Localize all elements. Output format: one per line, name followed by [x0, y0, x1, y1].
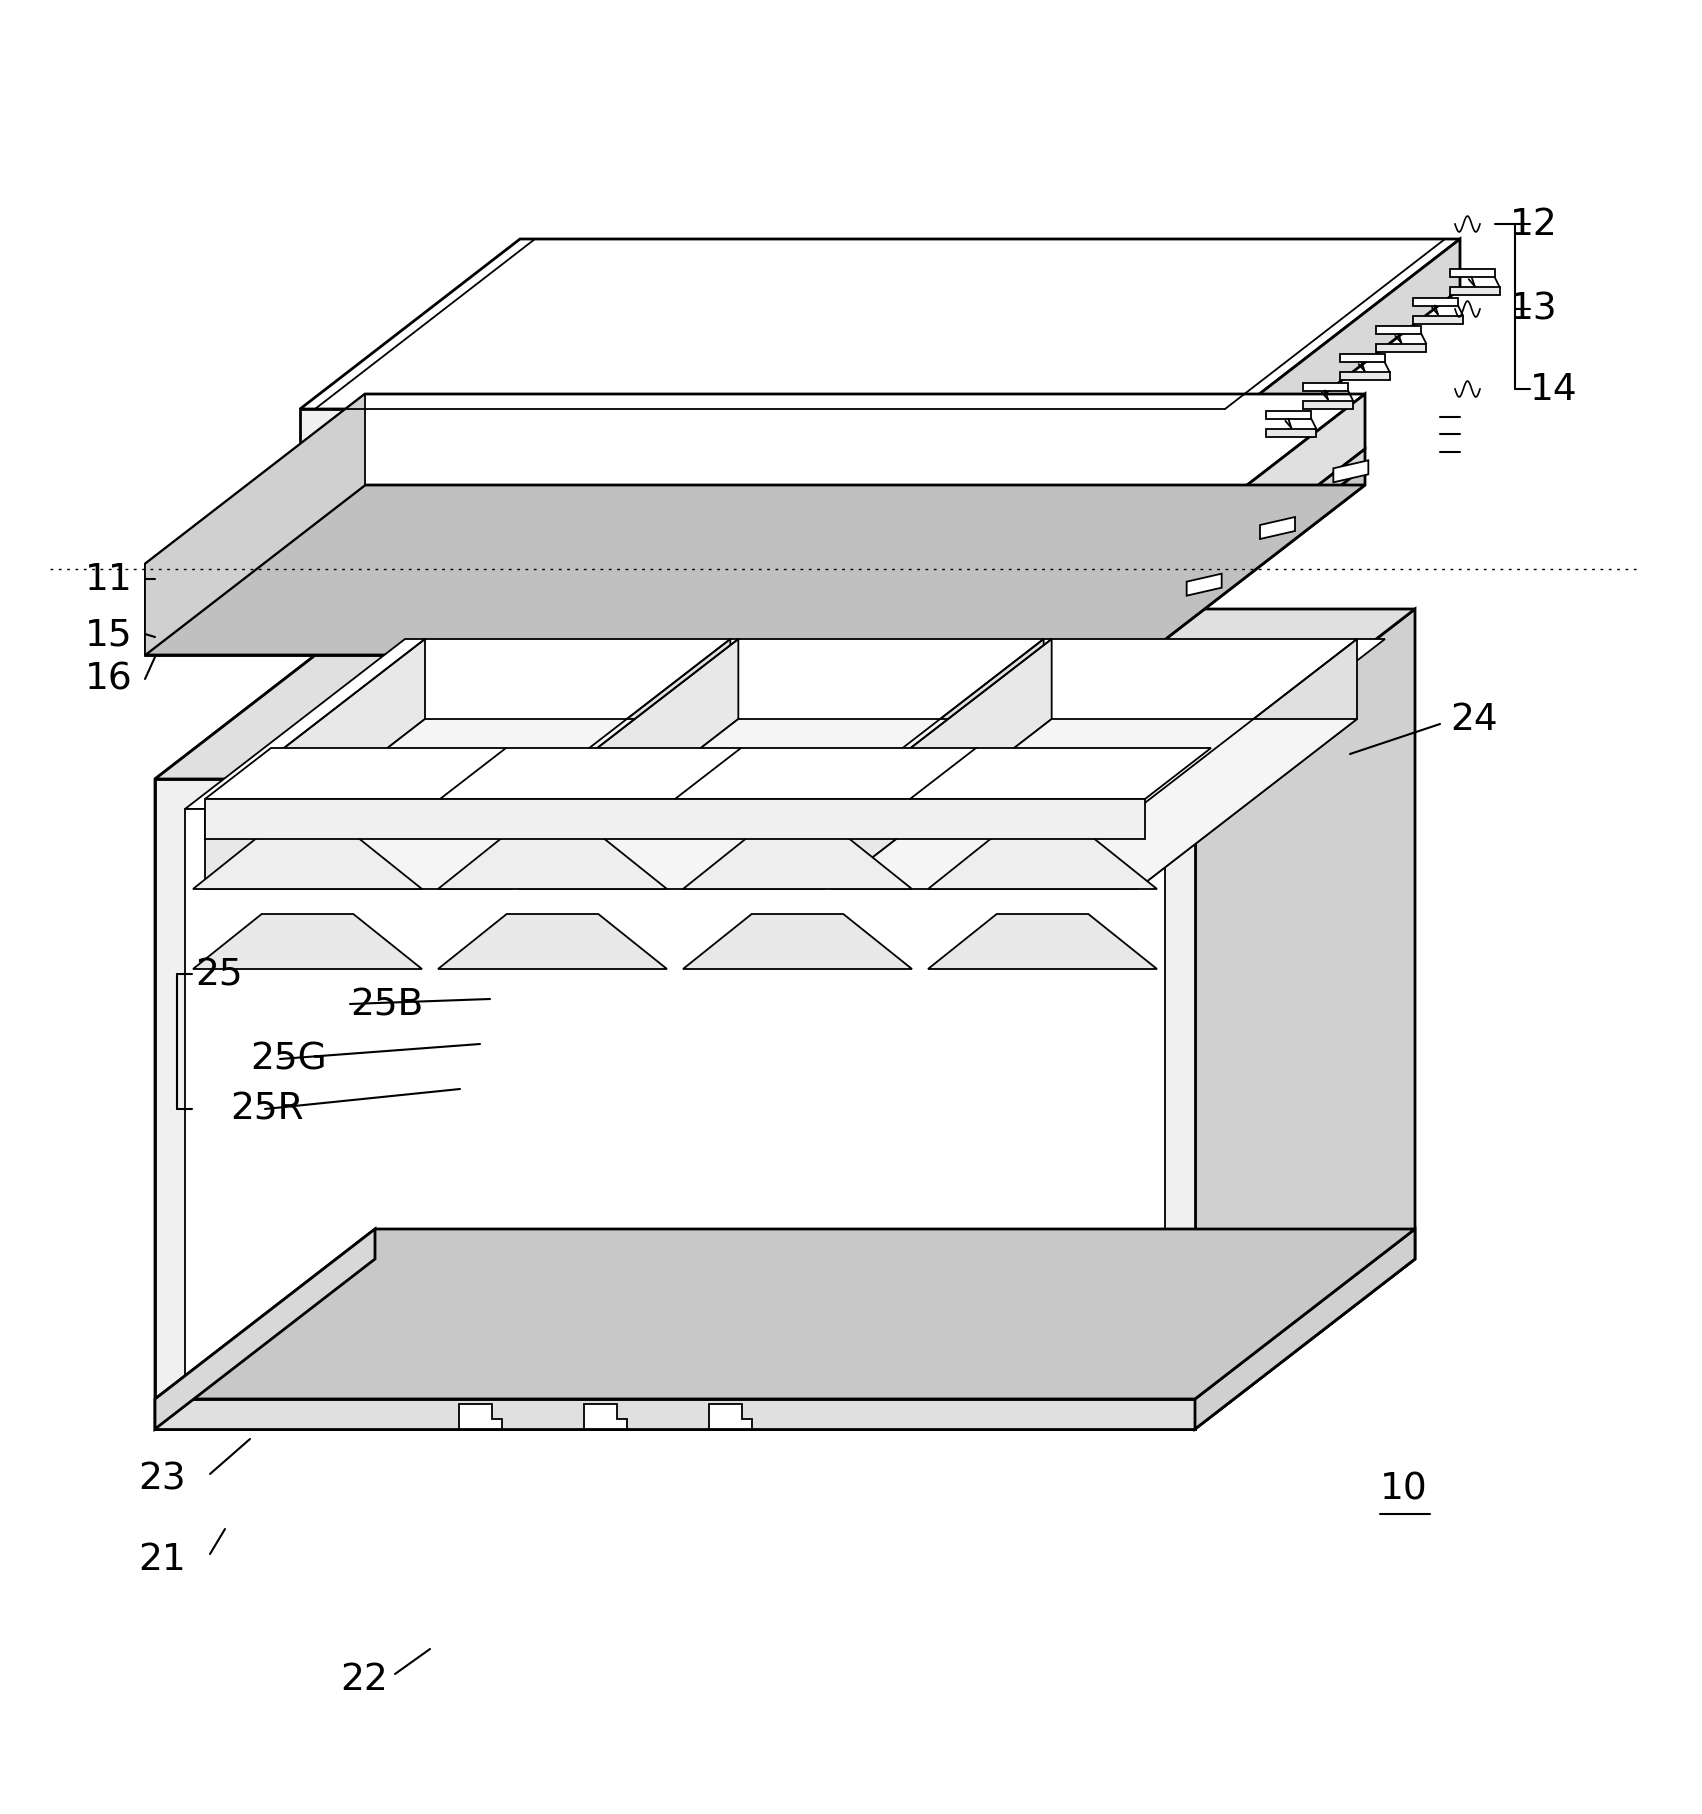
Polygon shape	[186, 809, 1164, 1399]
Polygon shape	[1450, 270, 1494, 278]
Polygon shape	[683, 914, 912, 969]
Polygon shape	[204, 800, 1145, 840]
Polygon shape	[1377, 345, 1426, 352]
Polygon shape	[832, 720, 1356, 889]
Polygon shape	[145, 395, 364, 655]
Polygon shape	[502, 820, 603, 834]
Polygon shape	[1413, 316, 1464, 325]
Polygon shape	[145, 564, 1145, 620]
Polygon shape	[1304, 383, 1348, 392]
Polygon shape	[928, 834, 1157, 889]
Text: 25: 25	[196, 956, 243, 992]
Polygon shape	[1241, 239, 1460, 459]
Polygon shape	[1137, 640, 1356, 889]
Polygon shape	[204, 749, 1212, 800]
Polygon shape	[145, 620, 1145, 639]
Polygon shape	[584, 1404, 626, 1429]
Text: 16: 16	[85, 662, 133, 698]
Polygon shape	[832, 640, 1052, 889]
Polygon shape	[437, 914, 667, 969]
Text: 14: 14	[1530, 372, 1578, 408]
Polygon shape	[155, 1230, 374, 1429]
Polygon shape	[437, 834, 667, 889]
Text: 24: 24	[1450, 702, 1498, 738]
Polygon shape	[204, 720, 730, 889]
Polygon shape	[186, 640, 1385, 809]
Polygon shape	[192, 914, 422, 969]
Polygon shape	[145, 639, 1145, 655]
Polygon shape	[1450, 288, 1499, 296]
Polygon shape	[1145, 468, 1365, 655]
Polygon shape	[1195, 610, 1414, 1429]
Polygon shape	[519, 720, 1043, 889]
Polygon shape	[1266, 430, 1316, 437]
Polygon shape	[155, 1399, 1195, 1429]
Text: 22: 22	[340, 1662, 388, 1698]
Polygon shape	[145, 395, 1365, 564]
Polygon shape	[824, 640, 1043, 889]
Polygon shape	[1145, 395, 1365, 620]
Polygon shape	[155, 780, 1195, 1429]
Polygon shape	[1377, 327, 1421, 334]
Polygon shape	[992, 820, 1093, 834]
Polygon shape	[1266, 412, 1311, 419]
Polygon shape	[1304, 401, 1353, 410]
Polygon shape	[511, 640, 730, 889]
Polygon shape	[204, 640, 426, 889]
Text: 25B: 25B	[351, 987, 424, 1023]
Text: 12: 12	[1510, 207, 1557, 243]
Polygon shape	[155, 610, 374, 1429]
Polygon shape	[683, 834, 912, 889]
Text: 15: 15	[85, 617, 133, 653]
Polygon shape	[300, 239, 1460, 410]
Polygon shape	[1145, 450, 1365, 639]
Text: 11: 11	[85, 562, 133, 597]
Polygon shape	[300, 410, 1241, 459]
Polygon shape	[747, 820, 848, 834]
Polygon shape	[928, 914, 1157, 969]
Polygon shape	[155, 610, 1414, 780]
Polygon shape	[155, 1230, 1414, 1399]
Polygon shape	[1339, 374, 1389, 381]
Polygon shape	[192, 834, 422, 889]
Text: 10: 10	[1380, 1471, 1428, 1507]
Polygon shape	[519, 640, 739, 889]
Polygon shape	[155, 1259, 1414, 1429]
Polygon shape	[1339, 356, 1385, 363]
Polygon shape	[145, 486, 1365, 655]
Text: 13: 13	[1510, 292, 1557, 328]
Polygon shape	[460, 1404, 502, 1429]
Text: 25R: 25R	[230, 1092, 303, 1126]
Polygon shape	[257, 820, 359, 834]
Polygon shape	[708, 1404, 752, 1429]
Polygon shape	[1259, 517, 1295, 541]
Text: 23: 23	[138, 1462, 186, 1497]
Text: 21: 21	[138, 1542, 186, 1576]
Text: 25G: 25G	[250, 1041, 327, 1078]
Polygon shape	[1333, 461, 1368, 483]
Polygon shape	[1195, 1230, 1414, 1429]
Polygon shape	[1186, 575, 1222, 597]
Polygon shape	[1413, 297, 1459, 307]
